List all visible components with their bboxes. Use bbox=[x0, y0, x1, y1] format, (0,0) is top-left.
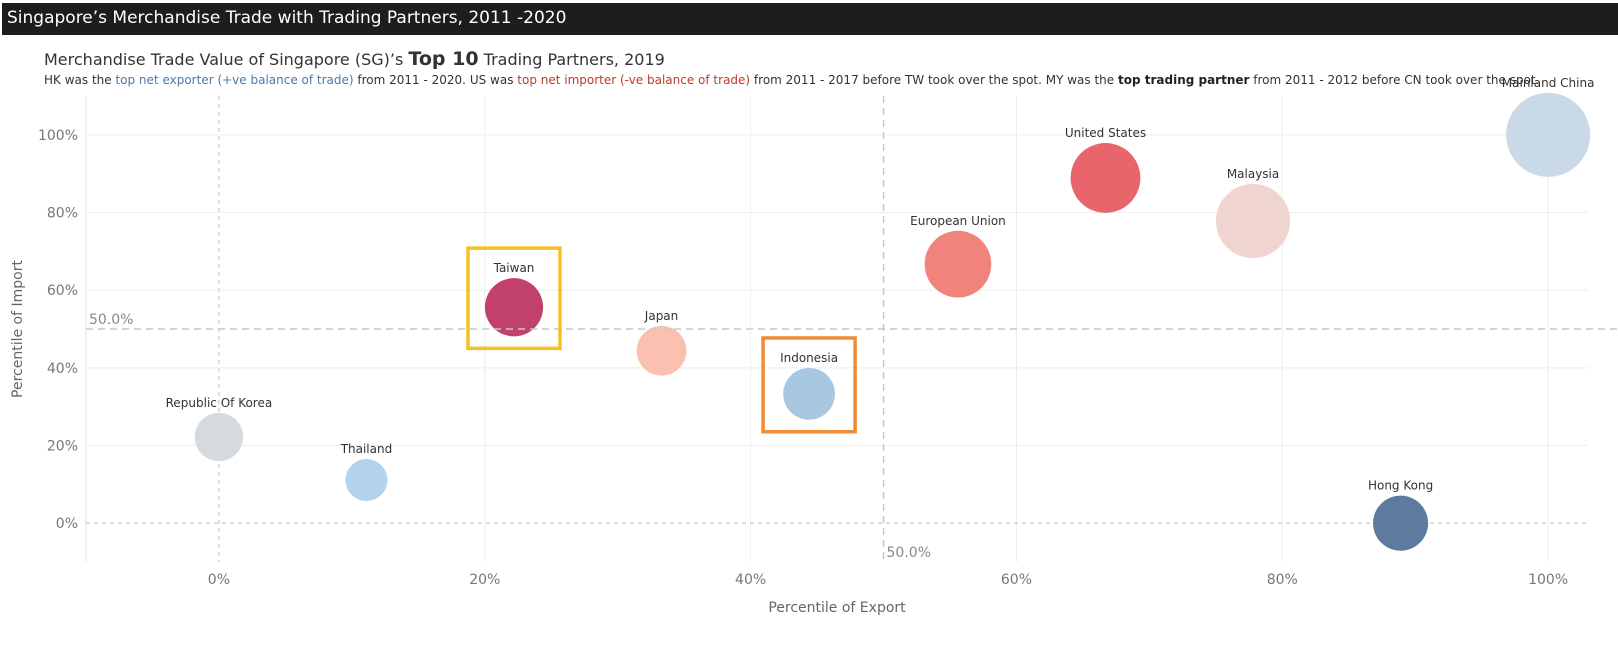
y-tick-label: 100% bbox=[38, 128, 78, 144]
bubble-japan bbox=[636, 325, 687, 376]
desc-part-5: from 2011 - 2017 before TW took over the… bbox=[750, 73, 1118, 87]
ref-label-y: 50.0% bbox=[89, 312, 133, 328]
bubble-united-states bbox=[1070, 143, 1141, 213]
header-bar: Singapore’s Merchandise Trade with Tradi… bbox=[2, 3, 1618, 35]
desc-part-3: from 2011 - 2020. US was bbox=[353, 73, 518, 87]
bubble-thailand bbox=[345, 459, 388, 502]
bubble-republic-of-korea bbox=[194, 412, 244, 462]
bubble-label-indonesia: Indonesia bbox=[780, 351, 838, 365]
bubble-indonesia bbox=[783, 367, 835, 420]
bubble-mainland-china bbox=[1506, 92, 1591, 177]
x-tick-label: 100% bbox=[1528, 572, 1568, 588]
y-tick-label: 40% bbox=[47, 361, 78, 377]
bubble-label-taiwan: Taiwan bbox=[493, 261, 535, 275]
x-tick-label: 60% bbox=[1001, 572, 1032, 588]
bubble-malaysia bbox=[1215, 183, 1291, 259]
x-axis-title: Percentile of Export bbox=[768, 600, 906, 616]
y-tick-label: 80% bbox=[47, 206, 78, 222]
desc-part-7: from 2011 - 2012 before CN took over the… bbox=[1249, 73, 1540, 87]
x-tick-label: 0% bbox=[208, 572, 230, 588]
bubble-label-thailand: Thailand bbox=[340, 442, 393, 456]
desc-net-exporter: top net exporter (+ve balance of trade) bbox=[115, 73, 354, 87]
subtitle-suffix: Trading Partners, 2019 bbox=[478, 50, 665, 69]
bubble-label-european-union: European Union bbox=[910, 214, 1006, 228]
ref-label-x: 50.0% bbox=[887, 545, 931, 561]
highlight-box-indonesia bbox=[761, 336, 857, 434]
bubble-label-hong-kong: Hong Kong bbox=[1368, 479, 1433, 493]
y-axis-title: Percentile of Import bbox=[10, 260, 26, 398]
x-tick-label: 40% bbox=[735, 572, 766, 588]
desc-top-partner: top trading partner bbox=[1117, 73, 1250, 87]
x-tick-label: 80% bbox=[1267, 572, 1298, 588]
desc-part-1: HK was the bbox=[44, 73, 116, 87]
bubble-label-malaysia: Malaysia bbox=[1227, 167, 1279, 181]
x-tick-label: 20% bbox=[469, 572, 500, 588]
chart-subtitle: Merchandise Trade Value of Singapore (SG… bbox=[44, 48, 665, 70]
y-tick-label: 60% bbox=[47, 283, 78, 299]
bubble-label-united-states: United States bbox=[1065, 126, 1146, 140]
bubble-taiwan bbox=[484, 278, 544, 337]
y-tick-label: 0% bbox=[56, 516, 78, 532]
bubble-label-mainland-china: Mainland China bbox=[1502, 76, 1595, 90]
y-tick-label: 20% bbox=[47, 439, 78, 455]
subtitle-strong: Top 10 bbox=[408, 48, 479, 70]
subtitle-prefix: Merchandise Trade Value of Singapore (SG… bbox=[44, 50, 409, 69]
bubble-label-republic-of-korea: Republic Of Korea bbox=[166, 396, 273, 410]
bubble-label-japan: Japan bbox=[644, 309, 678, 323]
chart-description: HK was the top net exporter (+ve balance… bbox=[44, 73, 1539, 87]
page-title: Singapore’s Merchandise Trade with Tradi… bbox=[7, 8, 567, 28]
bubble-hong-kong bbox=[1373, 495, 1429, 551]
desc-net-importer: top net importer (-ve balance of trade) bbox=[517, 73, 751, 87]
bubble-european-union bbox=[924, 230, 992, 298]
highlight-box-taiwan bbox=[466, 246, 562, 351]
